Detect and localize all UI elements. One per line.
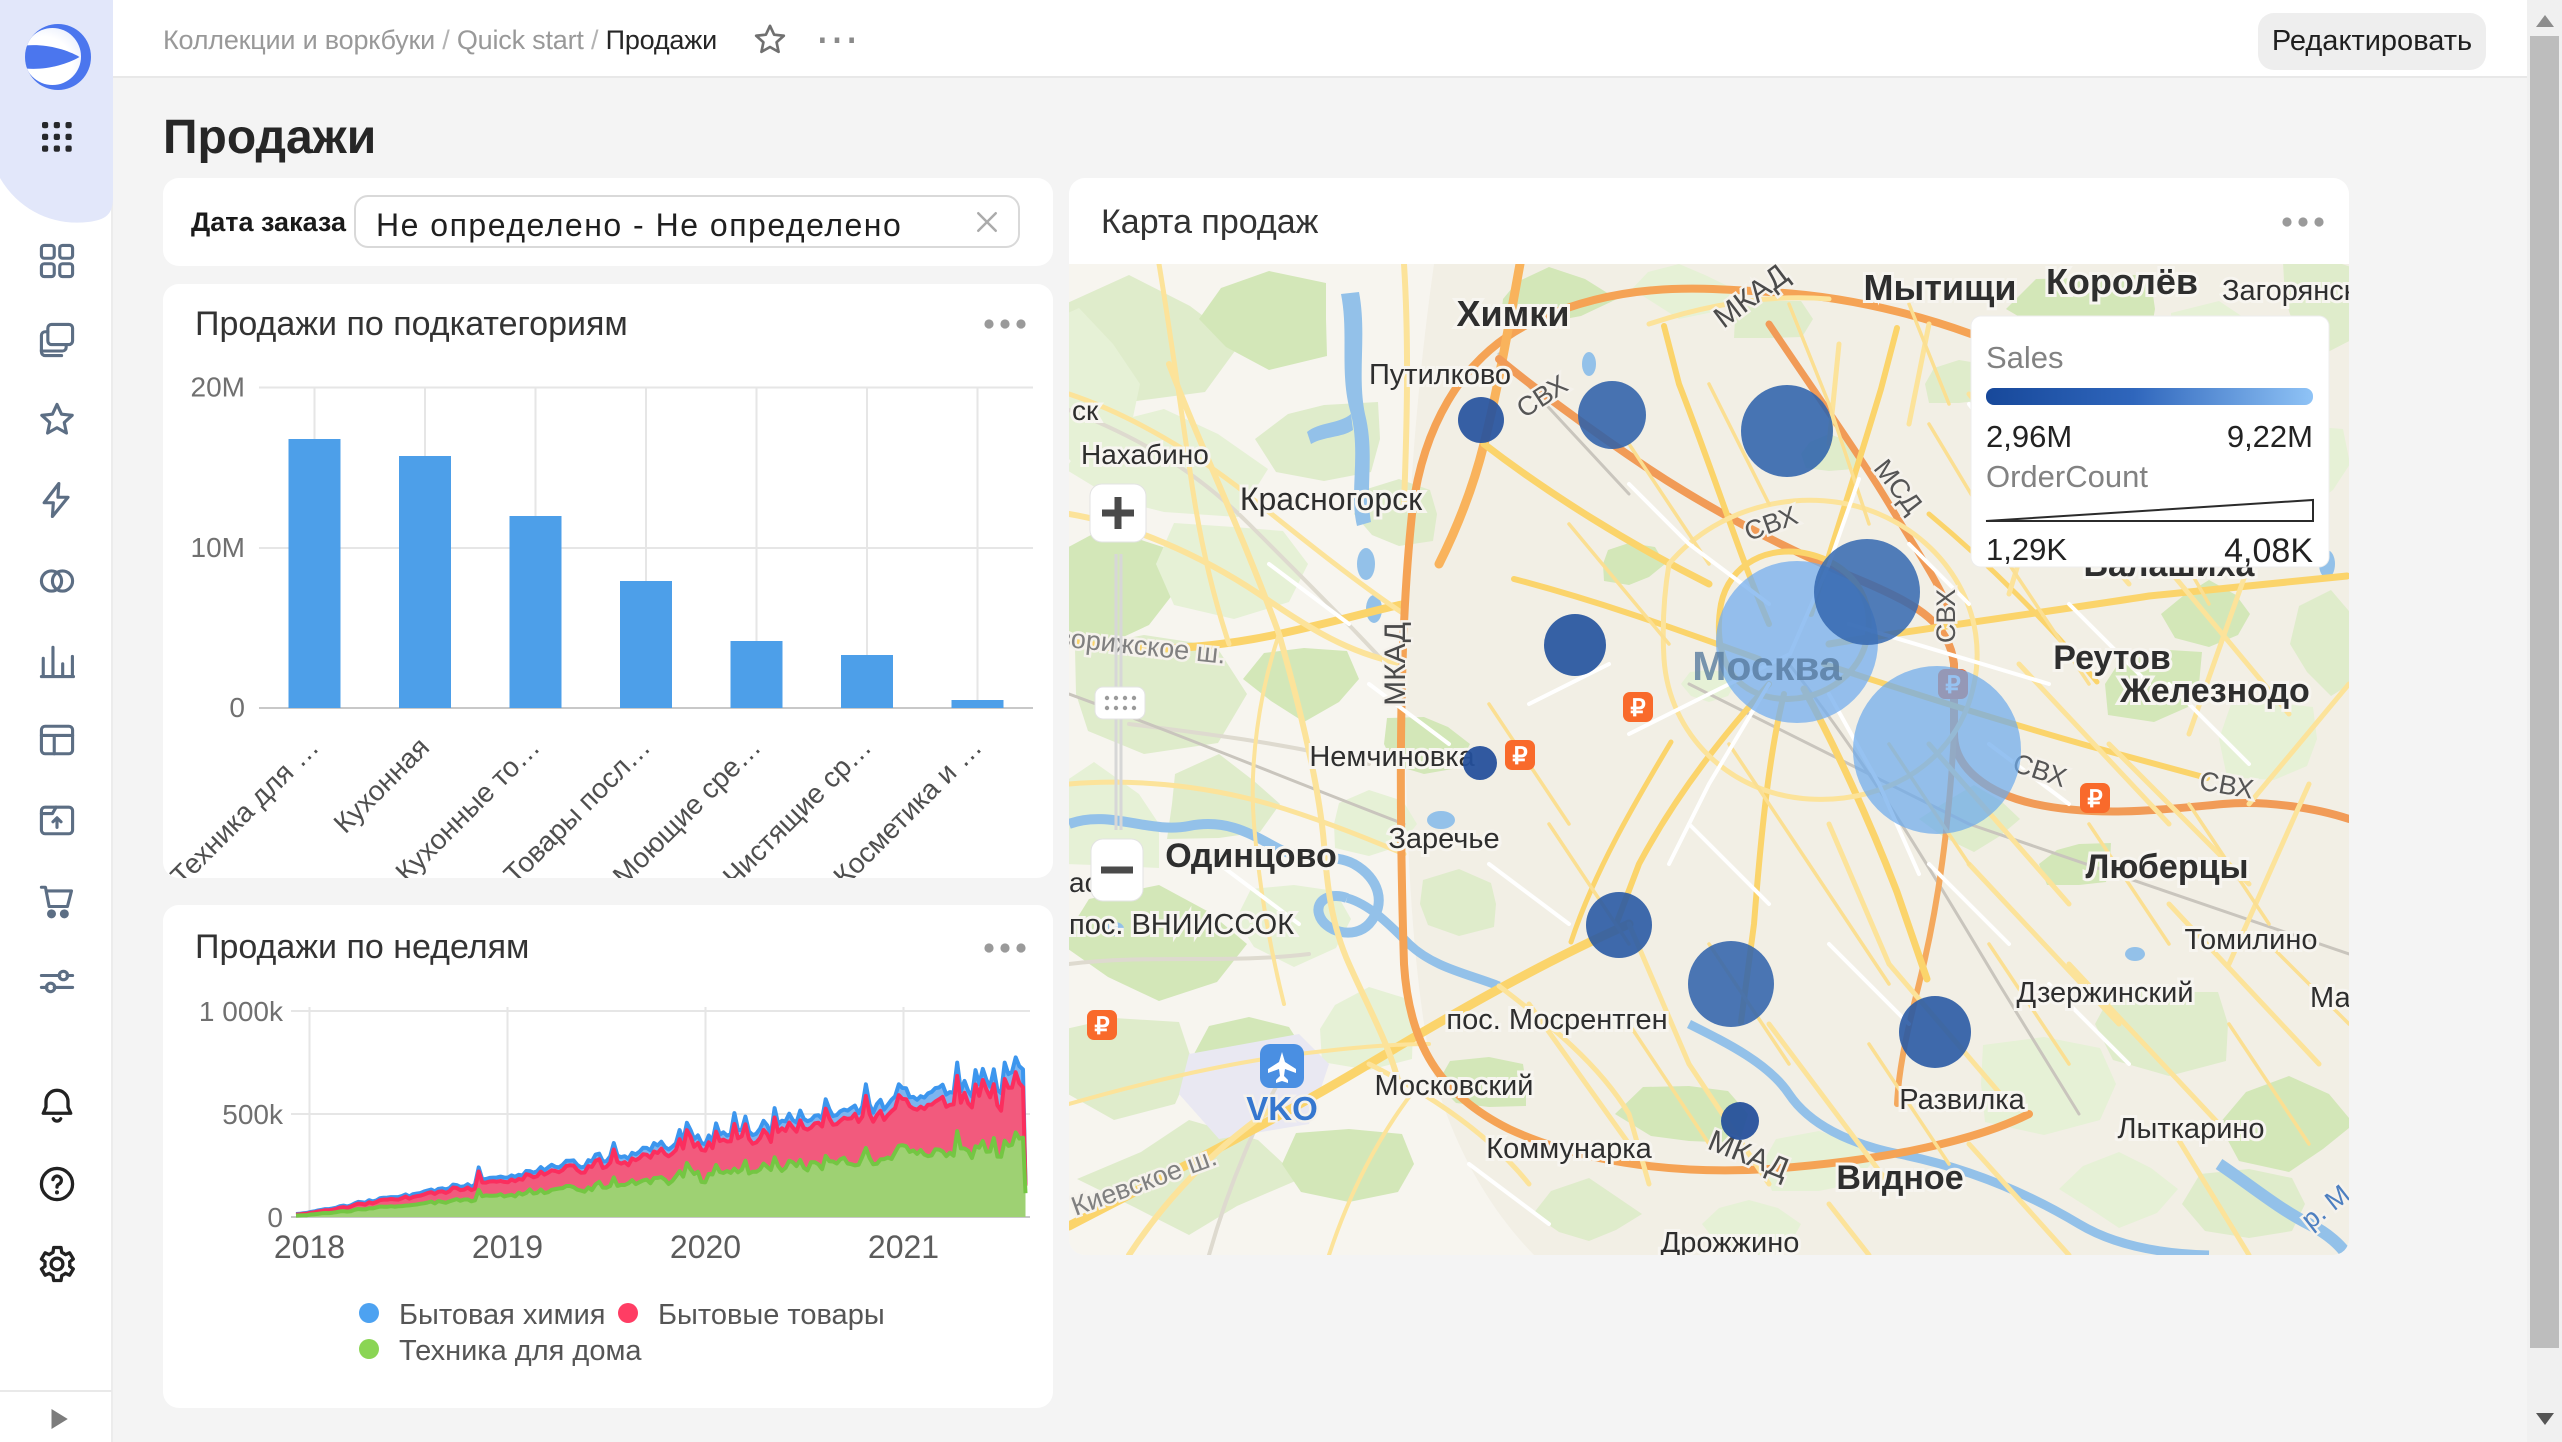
svg-text:VKO: VKO — [1246, 1090, 1318, 1127]
svg-text:1,29K: 1,29K — [1986, 532, 2067, 567]
svg-text:₽: ₽ — [2087, 786, 2102, 813]
svg-text:Техника для …: Техника для … — [165, 731, 325, 878]
svg-text:500k: 500k — [222, 1099, 284, 1130]
svg-text:СВХ: СВХ — [1931, 589, 1961, 643]
svg-text:Путилково: Путилково — [1369, 359, 1511, 391]
svg-text:Мытищи: Мытищи — [1864, 267, 2017, 308]
svg-text:₽: ₽ — [1094, 1013, 1109, 1040]
svg-text:Кухонная: Кухонная — [328, 731, 436, 839]
svg-text:4,08K: 4,08K — [2224, 532, 2313, 570]
svg-text:Химки: Химки — [1457, 293, 1570, 334]
svg-text:пос. Мосрентген: пос. Мосрентген — [1446, 1004, 1667, 1036]
svg-text:2018: 2018 — [274, 1229, 345, 1265]
svg-text:Королёв: Королёв — [2046, 264, 2198, 302]
svg-text:Развилка: Развилка — [1899, 1084, 2025, 1116]
svg-text:2020: 2020 — [670, 1229, 741, 1265]
svg-text:Техника для дома: Техника для дома — [399, 1335, 642, 1367]
svg-text:Малахо: Малахо — [2310, 982, 2349, 1014]
svg-text:пос. ВНИИССОК: пос. ВНИИССОК — [1069, 909, 1294, 941]
svg-text:1 000k: 1 000k — [199, 996, 284, 1027]
svg-text:2021: 2021 — [868, 1229, 939, 1265]
svg-text:2019: 2019 — [472, 1229, 543, 1265]
svg-text:Дзержинский: Дзержинский — [2016, 977, 2193, 1009]
svg-text:Лыткарино: Лыткарино — [2117, 1113, 2264, 1145]
svg-text:МКАД: МКАД — [1379, 622, 1412, 706]
svg-text:0: 0 — [229, 692, 245, 723]
svg-text:Бытовые товары: Бытовые товары — [658, 1299, 885, 1331]
svg-text:₽: ₽ — [1630, 695, 1645, 722]
svg-text:₽: ₽ — [1512, 743, 1527, 770]
svg-text:OrderCount: OrderCount — [1986, 459, 2148, 494]
svg-text:Коммунарка: Коммунарка — [1486, 1133, 1652, 1165]
svg-text:ск: ск — [1072, 395, 1099, 426]
svg-text:Заречье: Заречье — [1388, 823, 1499, 855]
svg-text:Видное: Видное — [1836, 1159, 1963, 1197]
svg-text:Реутов: Реутов — [2053, 639, 2171, 677]
svg-text:Загорянски: Загорянски — [2222, 275, 2349, 307]
svg-text:Москва: Москва — [1692, 643, 1843, 689]
svg-text:2,96M: 2,96M — [1986, 419, 2072, 454]
svg-text:Sales: Sales — [1986, 340, 2064, 375]
svg-text:Нахабино: Нахабино — [1081, 439, 1209, 470]
svg-text:Томилино: Томилино — [2185, 924, 2318, 956]
svg-text:Московский: Московский — [1375, 1070, 1534, 1102]
svg-text:Бытовая химия: Бытовая химия — [399, 1299, 605, 1331]
svg-text:Железнодо: Железнодо — [2119, 672, 2310, 710]
svg-text:Дрожжино: Дрожжино — [1661, 1227, 1800, 1255]
svg-text:9,22M: 9,22M — [2227, 419, 2313, 454]
svg-text:0: 0 — [267, 1202, 283, 1233]
svg-text:10M: 10M — [191, 532, 245, 563]
svg-text:Люберцы: Люберцы — [2085, 848, 2248, 886]
svg-text:Немчиновка: Немчиновка — [1309, 741, 1475, 773]
svg-text:Одинцово: Одинцово — [1165, 837, 1337, 875]
svg-text:20M: 20M — [191, 372, 245, 403]
svg-text:Красногорск: Красногорск — [1240, 481, 1423, 517]
